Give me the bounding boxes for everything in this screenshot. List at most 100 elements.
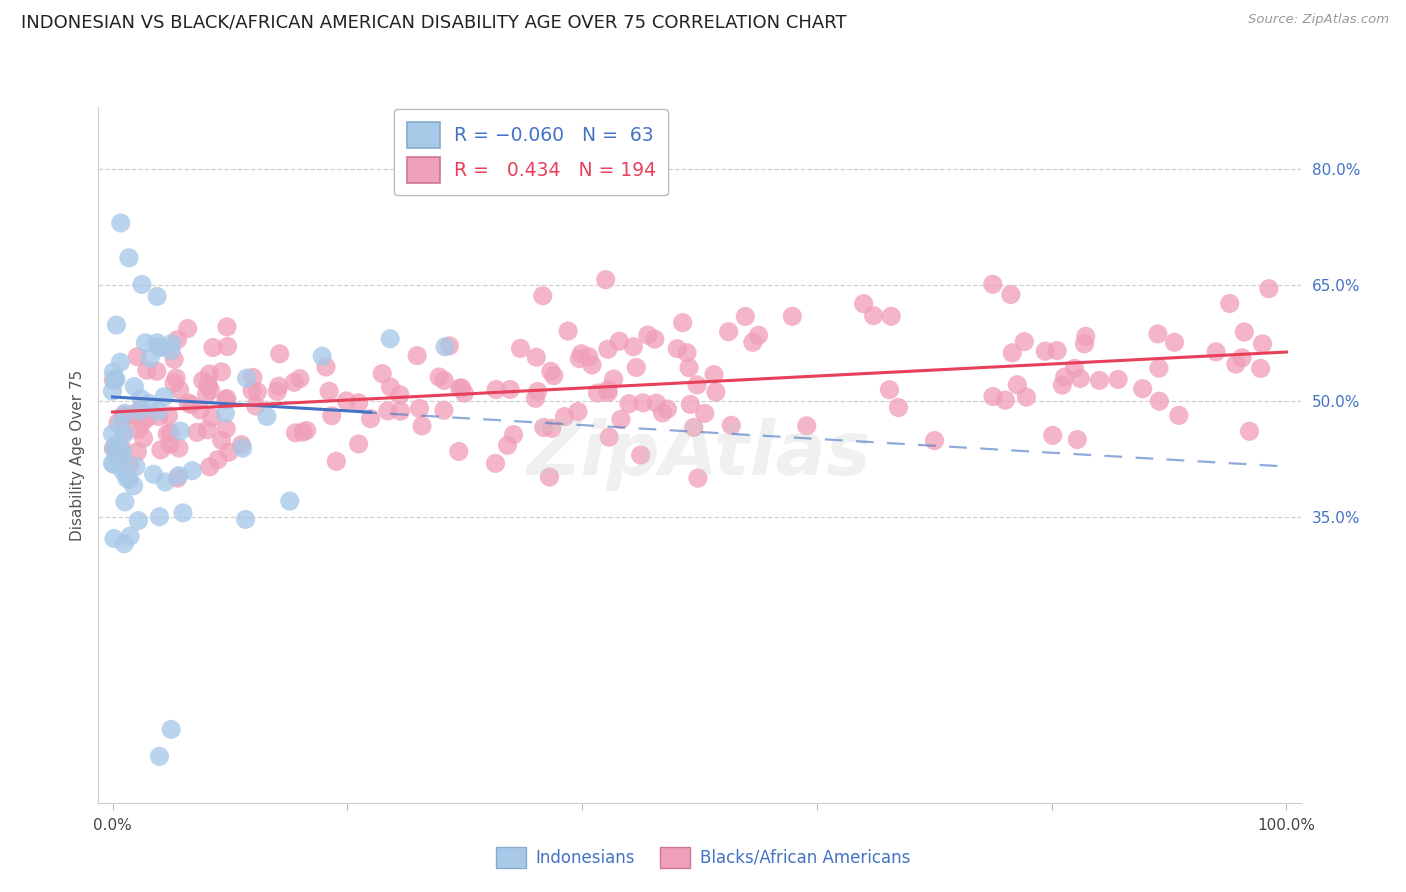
- Point: [315, 359, 337, 374]
- Point: [626, 360, 648, 375]
- Point: [111, 450, 134, 464]
- Point: [538, 470, 561, 484]
- Point: [218, 445, 240, 459]
- Point: [449, 381, 471, 395]
- Point: [112, 537, 135, 551]
- Point: [111, 443, 134, 458]
- Point: [105, 318, 128, 332]
- Point: [242, 370, 264, 384]
- Point: [411, 419, 433, 434]
- Point: [994, 393, 1017, 408]
- Point: [114, 406, 136, 420]
- Point: [148, 409, 170, 424]
- Point: [1250, 361, 1272, 376]
- Point: [734, 310, 756, 324]
- Point: [439, 339, 461, 353]
- Point: [149, 341, 172, 355]
- Point: [879, 383, 901, 397]
- Point: [177, 396, 200, 410]
- Point: [617, 397, 640, 411]
- Point: [569, 347, 592, 361]
- Point: [1205, 345, 1227, 359]
- Point: [321, 409, 343, 423]
- Point: [1233, 325, 1256, 339]
- Point: [160, 723, 183, 737]
- Point: [335, 393, 357, 408]
- Point: [657, 402, 679, 417]
- Point: [108, 451, 131, 466]
- Point: [125, 459, 148, 474]
- Point: [533, 420, 555, 434]
- Point: [166, 333, 188, 347]
- Point: [103, 532, 125, 546]
- Point: [598, 430, 620, 444]
- Point: [104, 373, 127, 387]
- Point: [1149, 394, 1171, 409]
- Point: [160, 343, 183, 358]
- Point: [146, 289, 169, 303]
- Point: [127, 350, 149, 364]
- Point: [197, 378, 219, 392]
- Point: [543, 368, 565, 383]
- Point: [378, 332, 401, 346]
- Point: [678, 360, 700, 375]
- Point: [107, 416, 129, 430]
- Point: [1073, 337, 1095, 351]
- Point: [186, 425, 208, 440]
- Point: [198, 367, 221, 381]
- Point: [146, 404, 169, 418]
- Point: [153, 390, 176, 404]
- Point: [1046, 343, 1069, 358]
- Point: [103, 365, 125, 379]
- Point: [1015, 390, 1038, 404]
- Point: [146, 364, 169, 378]
- Point: [231, 438, 253, 452]
- Point: [115, 471, 138, 485]
- Point: [163, 376, 186, 390]
- Point: [211, 365, 233, 379]
- Point: [693, 406, 716, 420]
- Point: [142, 467, 165, 482]
- Point: [433, 373, 456, 387]
- Point: [215, 392, 238, 406]
- Point: [139, 351, 162, 366]
- Point: [269, 347, 291, 361]
- Point: [1063, 361, 1085, 376]
- Point: [1225, 357, 1247, 371]
- Point: [169, 383, 191, 397]
- Point: [155, 475, 177, 489]
- Point: [240, 384, 263, 398]
- Point: [201, 410, 224, 425]
- Point: [1147, 361, 1170, 376]
- Point: [149, 442, 172, 457]
- Point: [682, 420, 704, 434]
- Point: [215, 422, 238, 436]
- Point: [180, 398, 202, 412]
- Point: [557, 324, 579, 338]
- Point: [531, 289, 554, 303]
- Point: [380, 380, 402, 394]
- Point: [131, 416, 153, 430]
- Point: [266, 384, 288, 399]
- Point: [1088, 373, 1111, 387]
- Point: [325, 454, 347, 468]
- Point: [108, 417, 131, 432]
- Point: [110, 216, 132, 230]
- Point: [103, 442, 125, 456]
- Point: [235, 512, 257, 526]
- Point: [676, 345, 699, 359]
- Point: [157, 409, 180, 423]
- Point: [176, 321, 198, 335]
- Point: [568, 351, 591, 366]
- Point: [453, 386, 475, 401]
- Point: [129, 404, 152, 418]
- Point: [235, 371, 257, 385]
- Legend: R = −0.060   N =  63, R =   0.434   N = 194: R = −0.060 N = 63, R = 0.434 N = 194: [395, 110, 668, 195]
- Point: [191, 374, 214, 388]
- Text: ZipAtlas: ZipAtlas: [527, 418, 872, 491]
- Point: [1042, 428, 1064, 442]
- Point: [105, 437, 128, 451]
- Point: [118, 251, 141, 265]
- Point: [526, 384, 548, 399]
- Point: [1132, 382, 1154, 396]
